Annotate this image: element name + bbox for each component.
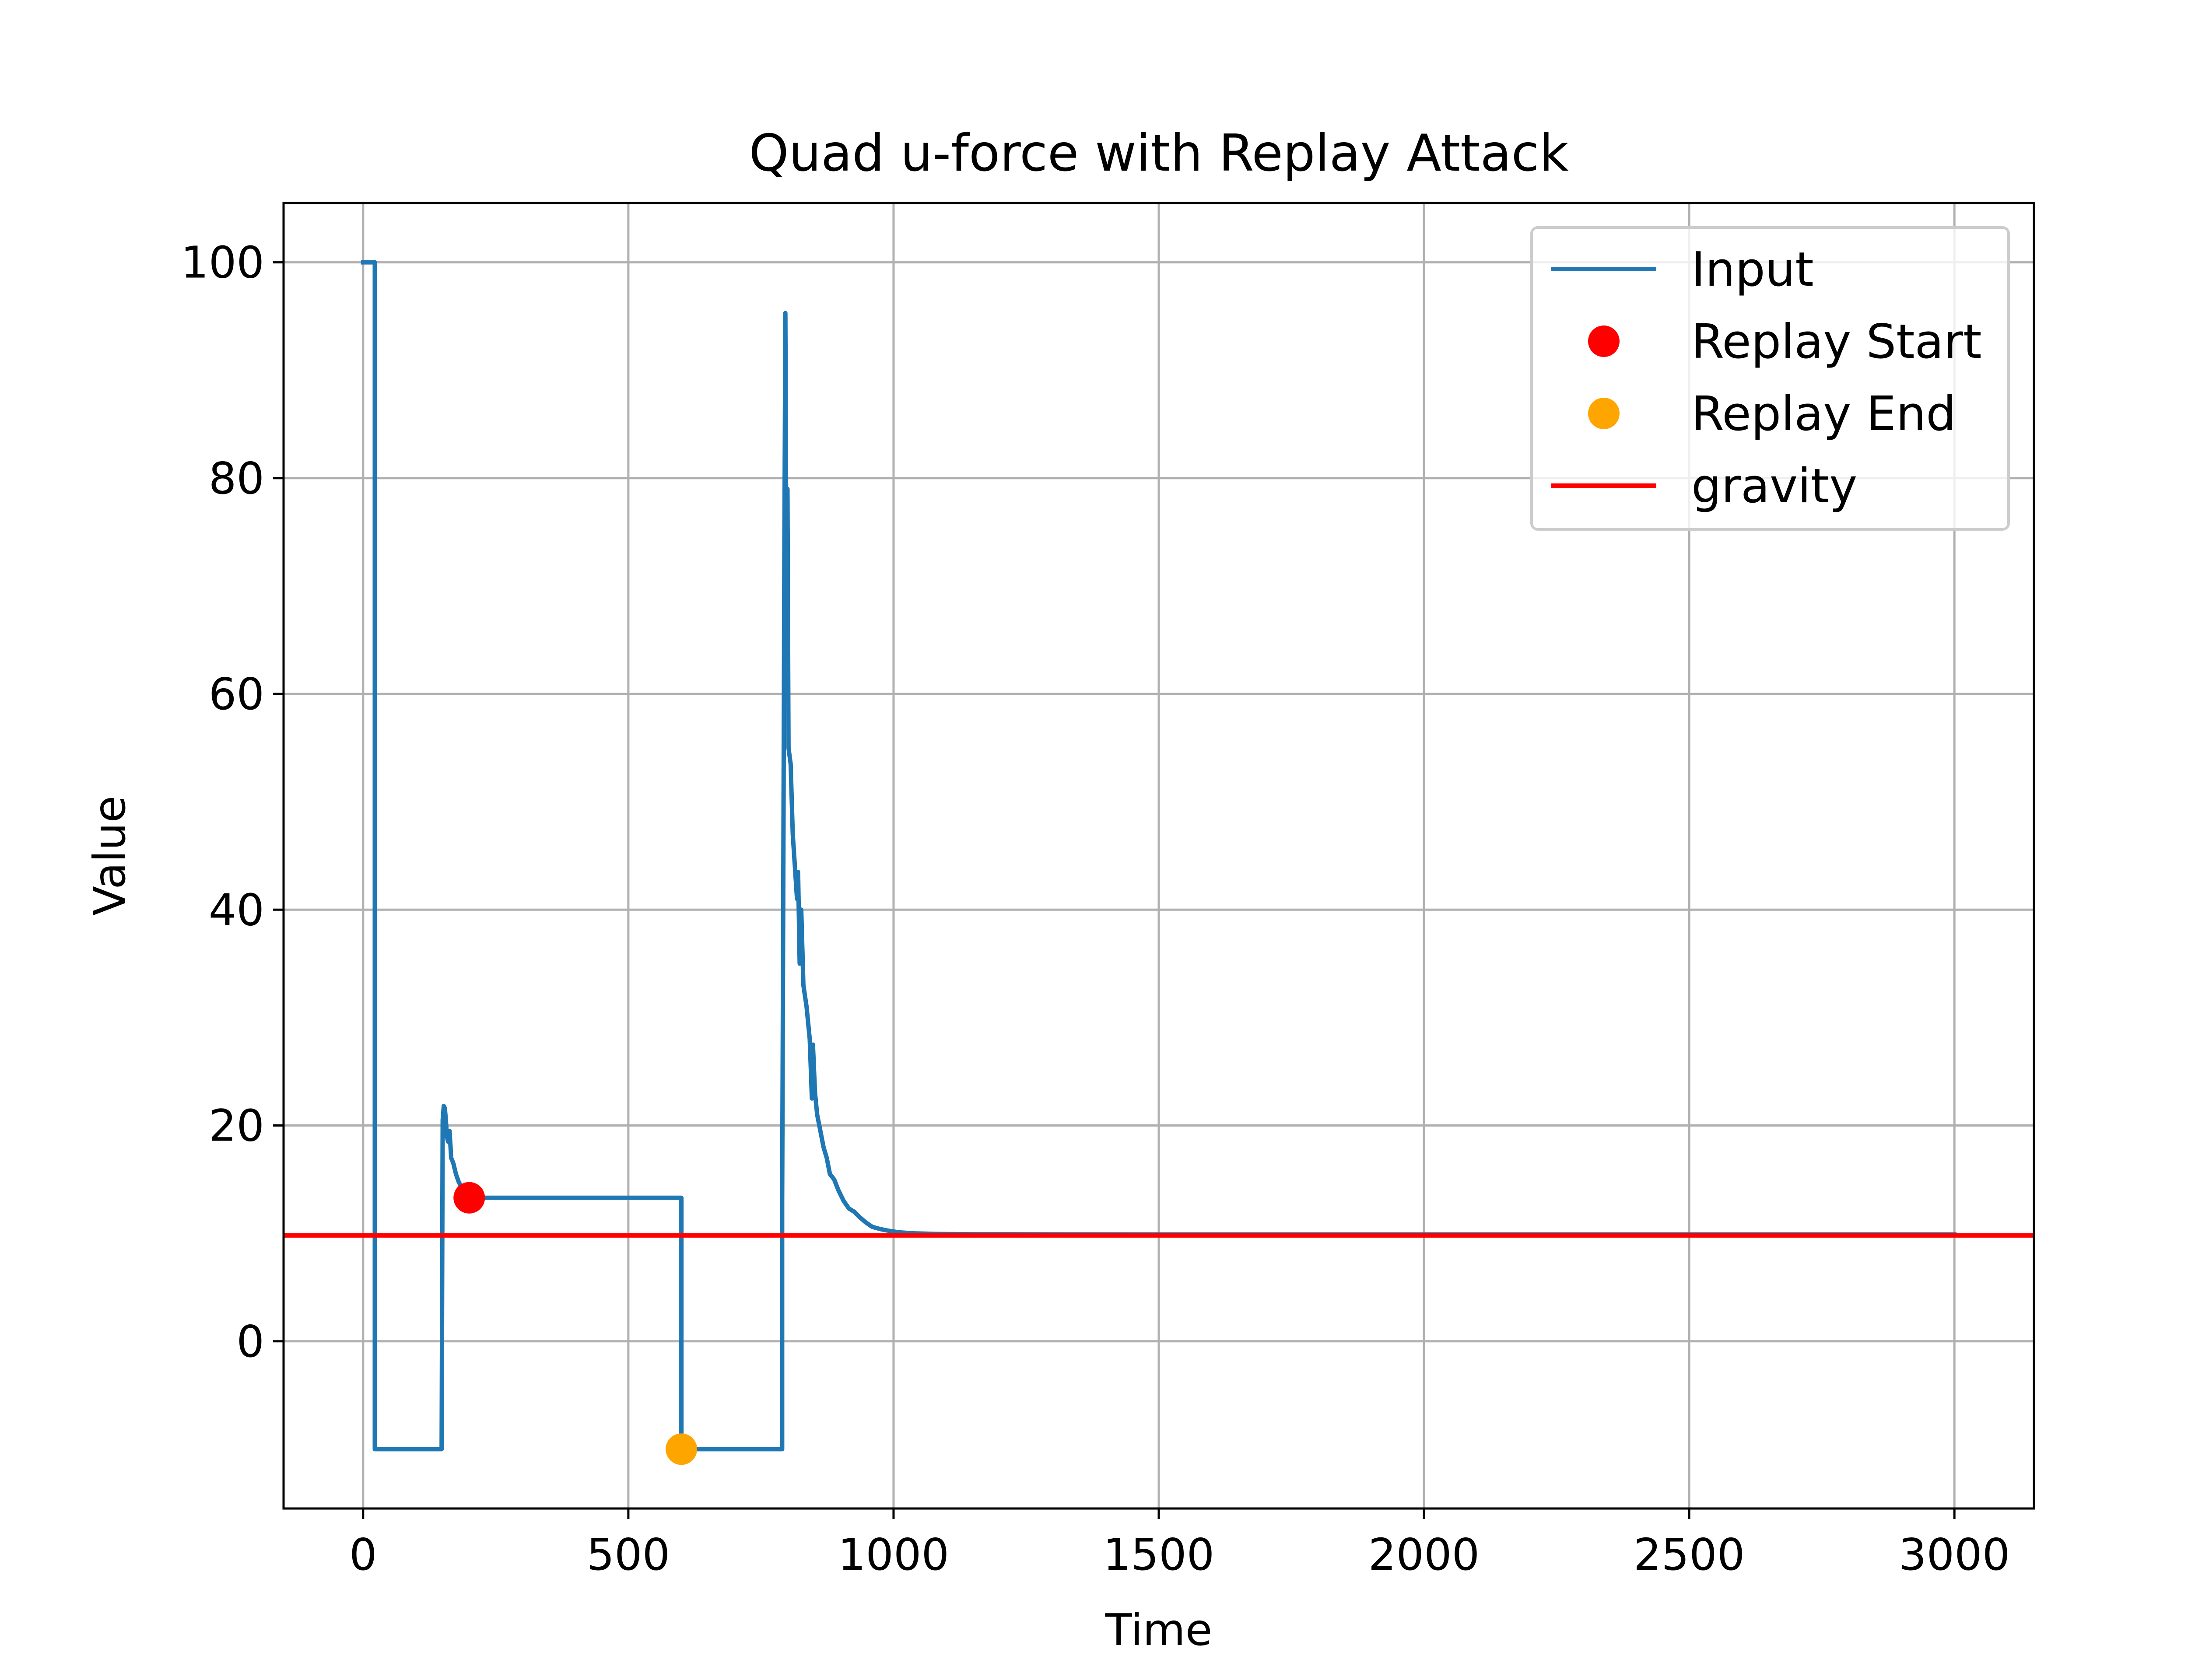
legend-box (1530, 226, 2010, 531)
x-tick-label: 500 (586, 1529, 670, 1580)
legend-replay-start-label: Replay Start (1691, 315, 1981, 369)
x-tick-label: 1500 (1103, 1529, 1215, 1580)
chart-title: Quad u-force with Replay Attack (749, 124, 1568, 183)
legend-gravity-label: gravity (1691, 459, 1857, 514)
x-axis-label: Time (1105, 1604, 1213, 1656)
y-tick-label: 80 (209, 453, 264, 504)
x-tick-label: 1000 (838, 1529, 950, 1580)
legend-replay-end-swatch (1588, 398, 1620, 429)
series-line-input (361, 260, 1957, 1452)
y-tick-label: 40 (209, 884, 264, 935)
x-tick-label: 2000 (1368, 1529, 1480, 1580)
y-axis-label: Value (84, 796, 135, 916)
y-tick-label: 20 (209, 1100, 264, 1152)
legend-replay-end-label: Replay End (1691, 387, 1956, 441)
replay-start-marker (453, 1182, 485, 1214)
grid (284, 203, 2034, 1508)
x-tick-label: 2500 (1634, 1529, 1745, 1580)
x-tick-label: 3000 (1899, 1529, 2010, 1580)
legend-input-label: Input (1691, 242, 1814, 297)
y-tick-label: 100 (181, 237, 264, 288)
ticks: 0 500 1000 1500 2000 2500 3000 0 20 40 60 80 100 (181, 237, 2010, 1580)
legend-replay-start-swatch (1588, 326, 1620, 357)
legend-entries: Input Replay Start Replay End gravity (1551, 242, 1981, 514)
y-tick-label: 0 (236, 1316, 264, 1367)
legend: Input Replay Start Replay End gravity (1530, 226, 2010, 531)
y-tick-label: 60 (209, 668, 264, 720)
x-tick-label: 0 (349, 1529, 377, 1580)
plot-area (284, 260, 2034, 1465)
replay-end-marker (666, 1433, 698, 1465)
